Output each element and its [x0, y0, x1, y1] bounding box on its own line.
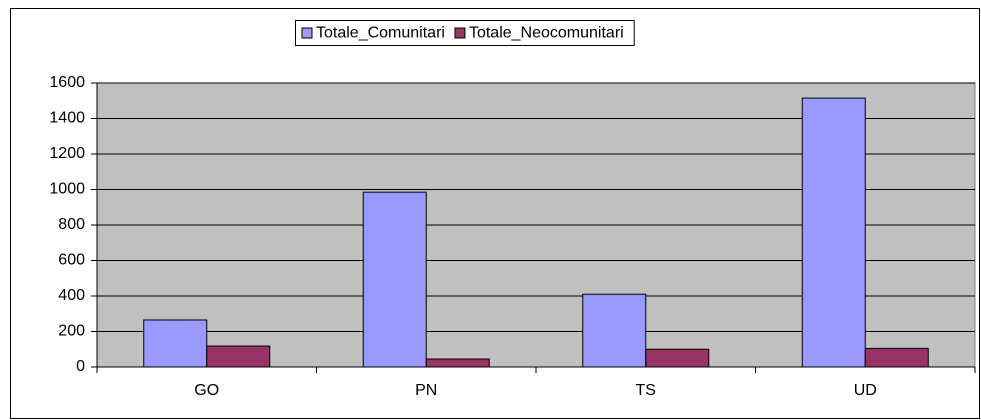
legend-swatch — [301, 27, 313, 39]
y-tick-label: 1000 — [49, 181, 85, 198]
x-tick-label: PN — [415, 382, 437, 399]
x-tick-label: GO — [194, 382, 219, 399]
bar — [582, 293, 647, 368]
legend-label: Totale_Comunitari — [316, 25, 445, 42]
x-tick-label: TS — [636, 382, 656, 399]
bar — [645, 348, 710, 368]
legend-swatch — [454, 27, 466, 39]
bar — [801, 97, 866, 368]
y-tick-label: 1400 — [49, 110, 85, 127]
y-tick-label: 200 — [58, 323, 85, 340]
bar — [206, 345, 271, 368]
y-tick-label: 1200 — [49, 145, 85, 162]
y-tick-label: 1600 — [49, 74, 85, 91]
y-tick-label: 400 — [58, 287, 85, 304]
y-tick-label: 0 — [76, 358, 85, 375]
y-tick-label: 600 — [58, 252, 85, 269]
y-tick-label: 800 — [58, 216, 85, 233]
x-tick-label: UD — [854, 382, 877, 399]
bar — [864, 347, 929, 368]
bar — [362, 191, 427, 368]
legend-label: Totale_Neocomunitari — [469, 25, 624, 42]
bar — [425, 358, 490, 368]
bar — [143, 319, 208, 368]
